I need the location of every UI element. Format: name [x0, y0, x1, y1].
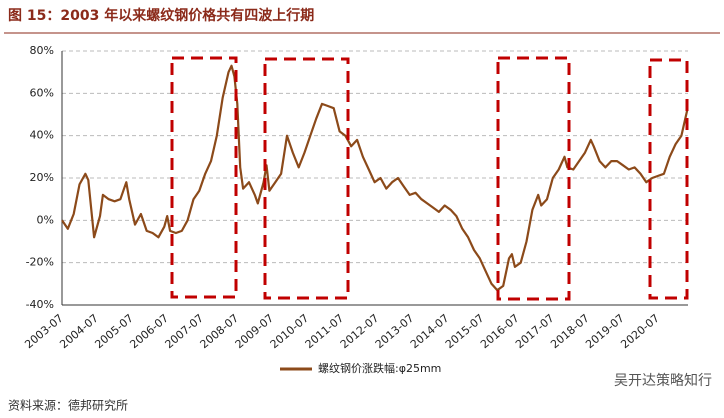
x-tick-label: 2003-07: [22, 312, 66, 352]
x-tick-label: 2006-07: [127, 312, 171, 352]
y-tick-label: 20%: [30, 171, 54, 184]
x-tick-label: 2008-07: [198, 312, 242, 352]
watermark: 吴开达策略知行: [614, 372, 712, 389]
highlight-box: [263, 57, 350, 300]
y-tick-label: 60%: [30, 86, 54, 99]
y-tick-label: 40%: [30, 129, 54, 142]
x-tick-label: 2010-07: [268, 312, 312, 352]
x-tick-label: 2018-07: [548, 312, 592, 352]
x-tick-label: 2004-07: [57, 312, 101, 352]
y-tick-label: 0%: [37, 213, 54, 226]
x-tick-label: 2011-07: [303, 312, 347, 352]
chart-title: 图 15：2003 年以来螺纹钢价格共有四波上行期: [8, 7, 314, 24]
x-tick-label: 2012-07: [338, 312, 382, 352]
x-tick-label: 2009-07: [233, 312, 277, 352]
source-note: 资料来源：德邦研究所: [8, 398, 128, 413]
y-tick-label: -20%: [26, 256, 54, 269]
highlight-box: [648, 58, 689, 300]
x-tick-label: 2013-07: [373, 312, 417, 352]
legend-label: 螺纹钢价涨跌幅:φ25mm: [318, 361, 441, 375]
x-tick-label: 2020-07: [618, 312, 662, 352]
x-tick-label: 2017-07: [513, 312, 557, 352]
y-tick-label: -40%: [26, 298, 54, 311]
x-tick-label: 2005-07: [92, 312, 136, 352]
highlight-box: [496, 56, 571, 301]
x-tick-label: 2015-07: [443, 312, 487, 352]
x-tick-label: 2014-07: [408, 312, 452, 352]
highlight-box: [170, 56, 238, 299]
y-tick-label: 80%: [30, 44, 54, 57]
x-tick-label: 2007-07: [163, 312, 207, 352]
x-tick-label: 2019-07: [583, 312, 627, 352]
data-line: [61, 64, 689, 292]
x-tick-label: 2016-07: [478, 312, 522, 352]
highlight-boxes: [170, 56, 689, 301]
